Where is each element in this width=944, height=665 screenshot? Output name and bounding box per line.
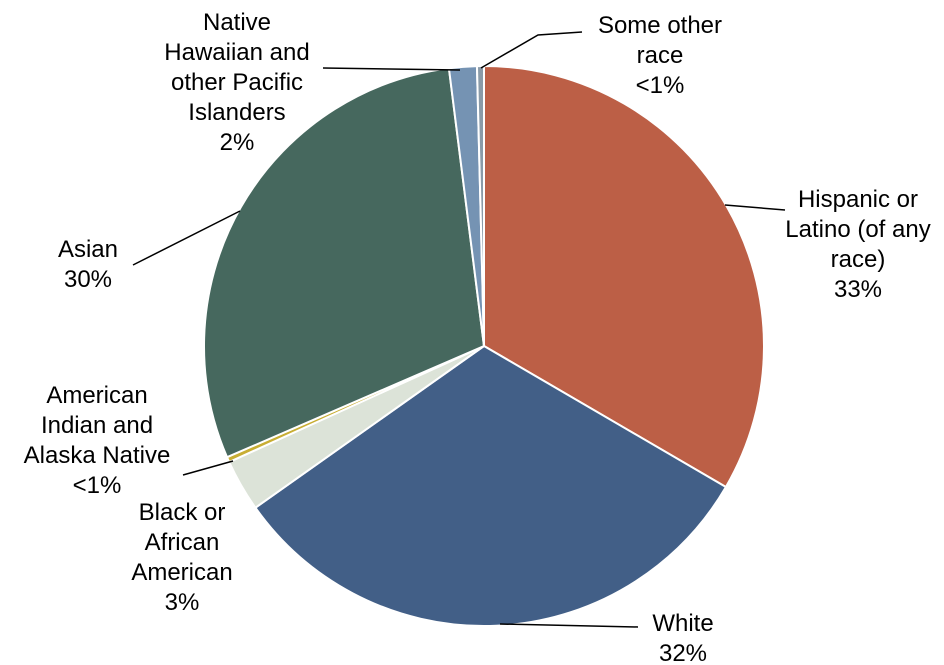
slice-category-label: race) [831, 246, 886, 273]
slice-value-label: 30% [64, 266, 112, 293]
slice-value-label: 2% [220, 129, 255, 156]
slice-category-label: White [652, 610, 713, 637]
slice-value-label: 33% [834, 276, 882, 303]
slice-category-label: American [46, 382, 147, 409]
slice-value-label: <1% [636, 72, 685, 99]
slice-category-label: Some other [598, 12, 722, 39]
slice-label: White 32% [652, 610, 713, 665]
slice-category-label: Asian [58, 236, 118, 263]
slice-value-label: 32% [659, 640, 707, 665]
slice-category-label: Black or [139, 499, 226, 526]
slice-category-label: race [637, 42, 684, 69]
slice-label: Native Hawaiian and other Pacific Islanders… [164, 9, 309, 156]
slice-category-label: Islanders [188, 99, 285, 126]
leader-line [480, 31, 583, 69]
slice-category-label: Latino (of any [785, 216, 930, 243]
slice-category-label: Native [203, 9, 271, 36]
slice-value-label: 3% [165, 589, 200, 616]
slice-label: American Indian and Alaska Native <1% [24, 382, 171, 499]
slice-value-label: <1% [73, 472, 122, 499]
slice-category-label: Hispanic or [798, 186, 918, 213]
slice-category-label: Hawaiian and [164, 39, 309, 66]
slice-label: Some other race <1% [598, 12, 722, 99]
leader-lines [132, 31, 786, 628]
leader-line [132, 210, 241, 266]
pie-slice [203, 67, 486, 459]
pie-slices [203, 64, 765, 627]
slice-category-label: other Pacific [171, 69, 303, 96]
slice-category-label: Alaska Native [24, 442, 171, 469]
slice-label: Black or African American 3% [131, 499, 232, 616]
leader-line [182, 460, 234, 476]
slice-labels: Hispanic or Latino (of any race) 33% White 32… [24, 9, 931, 665]
pie-slice [254, 344, 728, 627]
slice-category-label: American [131, 559, 232, 586]
leader-line [499, 623, 639, 628]
slice-label: Asian 30% [58, 236, 118, 293]
slice-category-label: African [145, 529, 220, 556]
leader-line [322, 67, 461, 71]
pie-slice [483, 64, 765, 489]
slice-label: Hispanic or Latino (of any race) 33% [785, 186, 930, 303]
leader-line [724, 204, 786, 211]
slice-category-label: Indian and [41, 412, 153, 439]
